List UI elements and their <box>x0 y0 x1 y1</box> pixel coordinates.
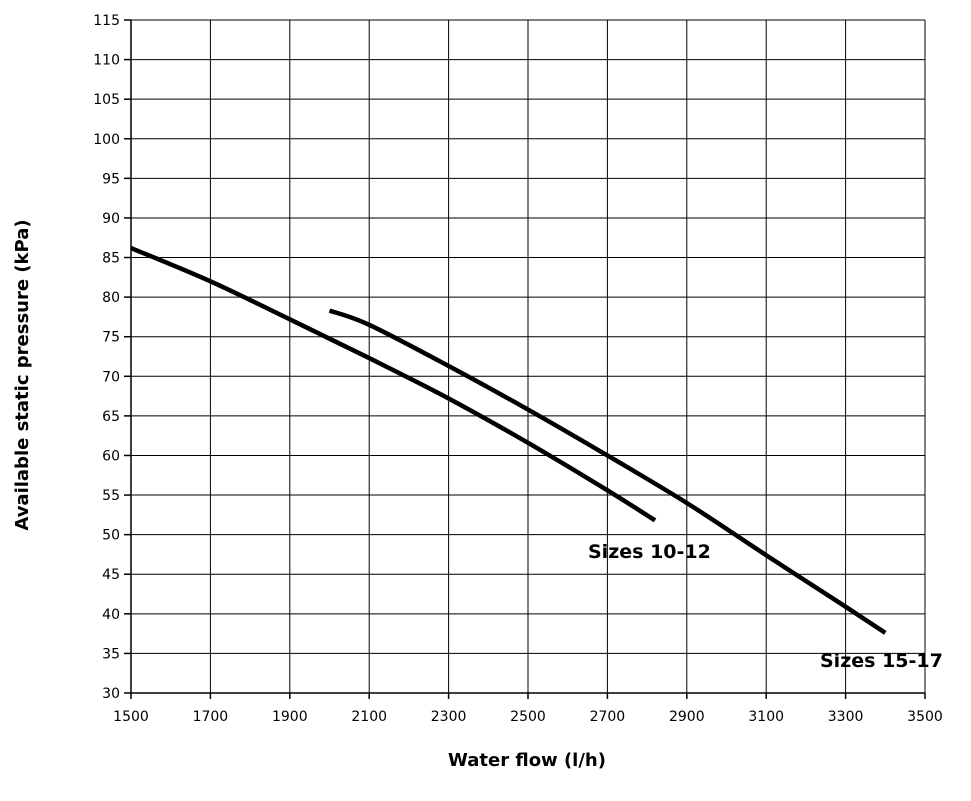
y-tick-label: 110 <box>93 53 120 69</box>
x-tick-label: 1700 <box>193 709 229 725</box>
y-tick-label: 100 <box>93 132 120 148</box>
y-tick-labels: 30 35 40 45 50 55 60 65 70 75 80 85 90 95 100 105 110 115 <box>93 13 120 702</box>
grid <box>130 19 926 694</box>
y-tick-label: 45 <box>102 567 120 583</box>
y-tick-label: 50 <box>102 528 120 544</box>
y-tick-label: 40 <box>102 607 120 623</box>
x-tick-label: 1900 <box>272 709 308 725</box>
y-tick-label: 65 <box>102 409 120 425</box>
y-tick-label: 105 <box>93 92 120 108</box>
y-tick-label: 35 <box>102 646 120 662</box>
series-label-sizes-10-12: Sizes 10-12 <box>588 541 711 563</box>
series-lines <box>130 245 887 635</box>
x-tick-labels: 1500 1700 1900 2100 2300 2500 2700 2900 3100 3300… <box>113 709 943 725</box>
x-tick-label: 1500 <box>113 709 149 725</box>
y-tick-label: 80 <box>102 290 120 306</box>
x-tick-label: 2900 <box>669 709 705 725</box>
y-tick-label: 90 <box>102 211 120 227</box>
x-tick-label: 2100 <box>351 709 387 725</box>
x-tick-label: 2300 <box>431 709 467 725</box>
y-axis-title: Available static pressure (kPa) <box>12 219 33 530</box>
y-tick-label: 60 <box>102 448 120 464</box>
y-tick-label: 95 <box>102 171 120 187</box>
y-tick-label: 115 <box>93 13 120 29</box>
x-axis-title: Water flow (l/h) <box>448 750 606 771</box>
x-tick-label: 3500 <box>907 709 943 725</box>
y-tick-label: 55 <box>102 488 120 504</box>
axes <box>124 19 926 699</box>
y-tick-label: 75 <box>102 330 120 346</box>
y-tick-label: 70 <box>102 369 120 385</box>
series-line-1 <box>328 308 887 635</box>
x-tick-label: 2500 <box>510 709 546 725</box>
x-tick-label: 2700 <box>590 709 626 725</box>
y-tick-label: 30 <box>102 686 120 702</box>
x-tick-label: 3100 <box>748 709 784 725</box>
series-line-0 <box>130 245 657 523</box>
y-tick-label: 85 <box>102 251 120 267</box>
x-tick-label: 3300 <box>828 709 864 725</box>
series-label-sizes-15-17: Sizes 15-17 <box>820 650 943 672</box>
